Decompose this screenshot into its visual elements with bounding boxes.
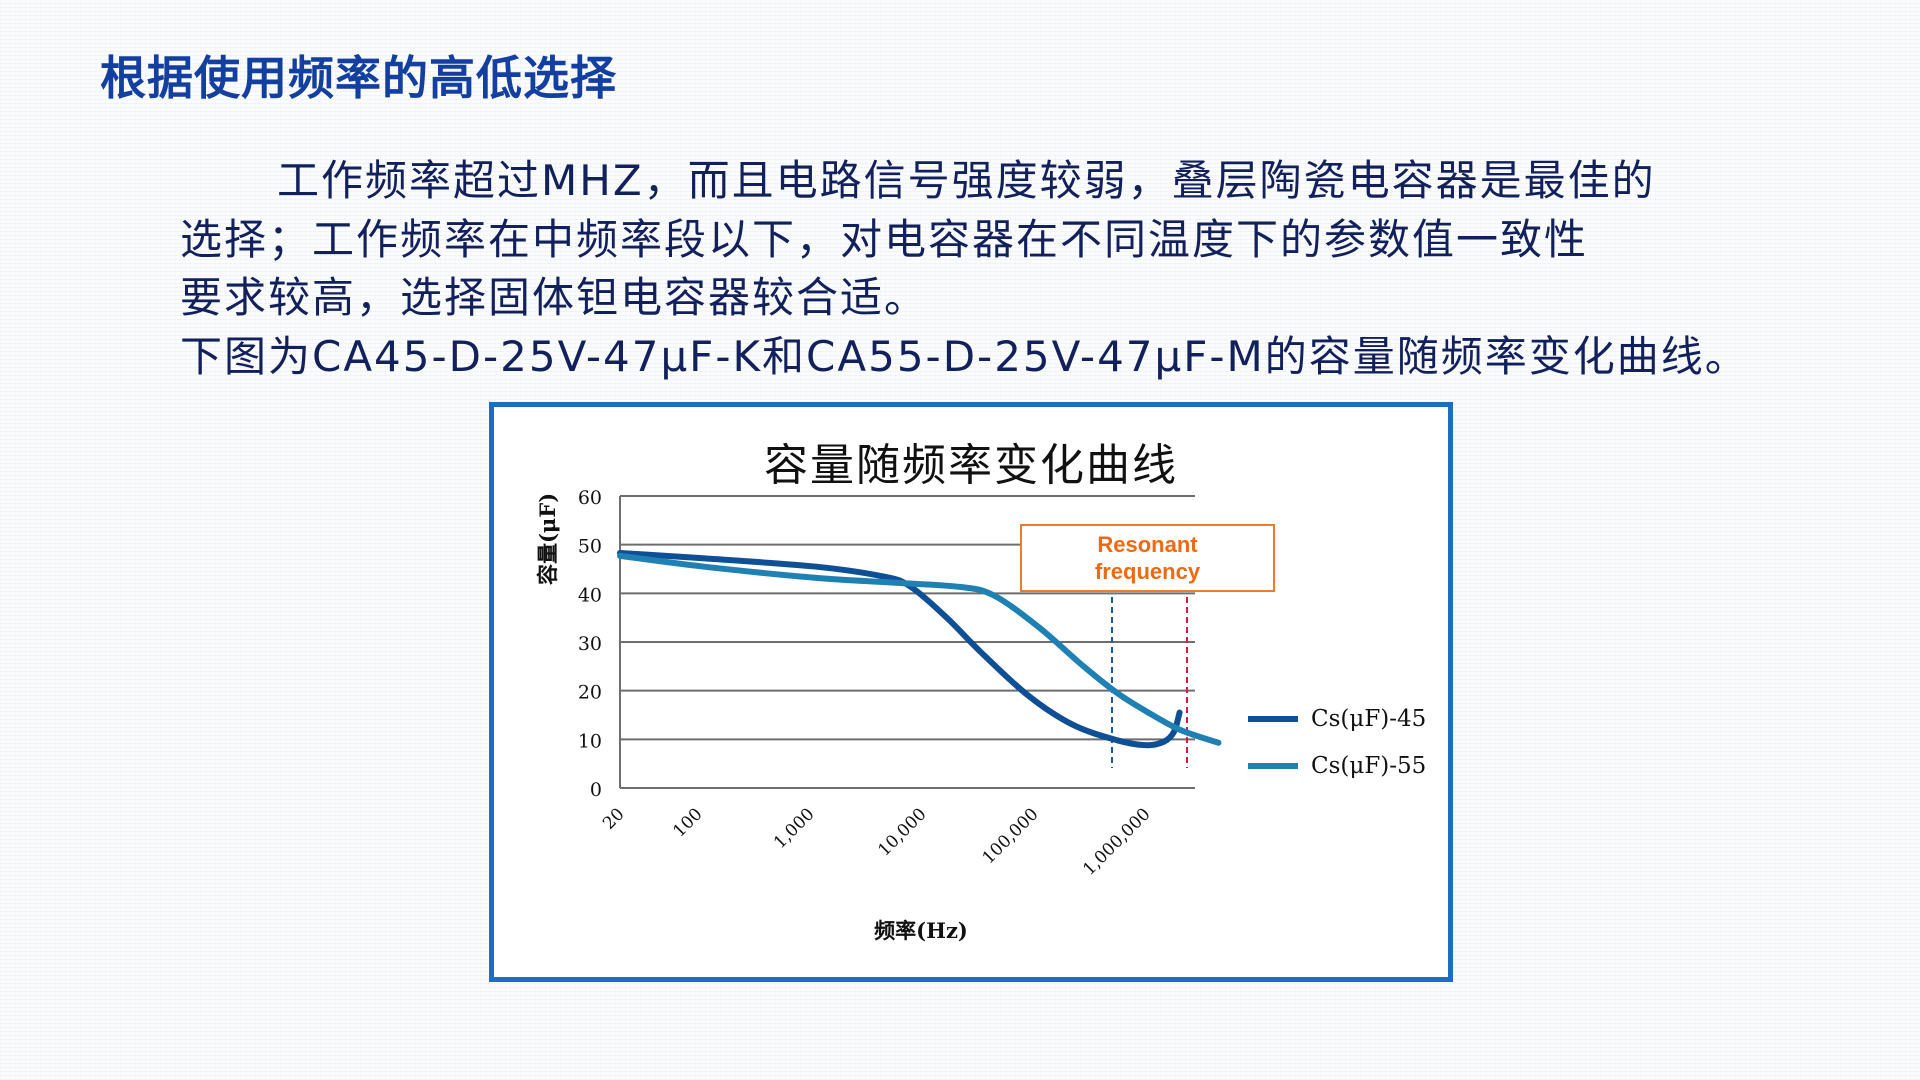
- y-tick-label: 20: [578, 682, 602, 704]
- x-tick-label: 100: [669, 804, 706, 841]
- x-tick-label: 10,000: [874, 804, 930, 860]
- series-cs55-line: [617, 552, 1222, 746]
- paragraph-line-3: 要求较高，选择固体钽电容器较合适。: [180, 273, 929, 322]
- y-tick-label: 10: [578, 730, 602, 752]
- x-tick-label: 100,000: [979, 804, 1043, 868]
- legend-swatch-cs45: [1248, 715, 1298, 722]
- annotation-line-1: Resonant: [1097, 532, 1198, 557]
- annotation-line-2: frequency: [1094, 559, 1201, 584]
- y-tick-label: 30: [578, 633, 602, 655]
- x-axis-title: 频率(Hz): [874, 918, 968, 943]
- paragraph-line-1: 工作频率超过MHZ，而且电路信号强度较弱，叠层陶瓷电容器是最佳的: [277, 156, 1656, 205]
- paragraph-line-2: 选择；工作频率在中频率段以下，对电容器在不同温度下的参数值一致性: [180, 214, 1589, 264]
- legend-item-cs45: Cs(μF)-45: [1248, 695, 1426, 742]
- resonant-frequency-annotation: Resonant frequency: [1020, 524, 1275, 592]
- y-axis-title: 容量(μF): [535, 492, 560, 585]
- y-tick-label: 0: [590, 779, 602, 801]
- y-tick-label: 40: [578, 584, 602, 606]
- chart-legend: Cs(μF)-45 Cs(μF)-55: [1248, 695, 1426, 789]
- legend-swatch-cs55: [1248, 762, 1298, 769]
- y-tick-label: 50: [578, 536, 602, 558]
- legend-item-cs55: Cs(μF)-55: [1248, 742, 1426, 789]
- chart-frame: 0 10 20 30 40 50 60 20 100 1,000 10,000 100,000 1,00…: [489, 402, 1453, 982]
- slide-title: 根据使用频率的高低选择: [100, 51, 617, 105]
- x-tick-label: 1,000,000: [1079, 804, 1154, 879]
- x-tick-label: 1,000: [770, 804, 819, 853]
- series-cs45-line: [617, 549, 1183, 749]
- paragraph-line-4: 下图为CA45-D-25V-47μF-K和CA55-D-25V-47μF-M的容…: [180, 331, 1749, 381]
- x-tick-label: 20: [599, 804, 628, 833]
- body-text: 工作频率超过MHZ，而且电路信号强度较弱，叠层陶瓷电容器是最佳的 选择；工作频率…: [180, 152, 1800, 386]
- y-tick-label: 60: [578, 487, 602, 509]
- capacitance-frequency-chart: 0 10 20 30 40 50 60 20 100 1,000 10,000 100,000 1,00…: [578, 487, 1222, 880]
- chart-title: 容量随频率变化曲线: [764, 440, 1178, 491]
- legend-label-cs45: Cs(μF)-45: [1311, 705, 1427, 732]
- legend-label-cs55: Cs(μF)-55: [1311, 752, 1427, 779]
